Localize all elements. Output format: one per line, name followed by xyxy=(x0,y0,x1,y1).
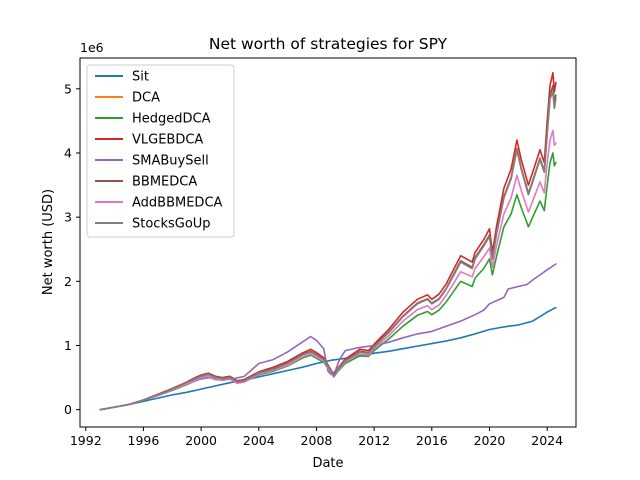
x-tick-label: 1996 xyxy=(128,433,160,448)
y-tick-label: 3 xyxy=(64,210,72,225)
y-tick-label: 5 xyxy=(64,81,72,96)
x-tick-label: 2008 xyxy=(301,433,333,448)
x-tick-label: 2020 xyxy=(474,433,506,448)
series-line-smabuysell xyxy=(99,263,557,411)
x-tick-label: 2004 xyxy=(243,433,275,448)
legend-label: VLGEBDCA xyxy=(132,133,203,148)
x-tick-label: 2012 xyxy=(358,433,390,448)
legend-label: BBMEDCA xyxy=(132,175,197,190)
legend-label: DCA xyxy=(132,91,160,106)
legend-label: SMABuySell xyxy=(132,154,209,169)
x-tick-label: 2000 xyxy=(185,433,217,448)
legend-label: HedgedDCA xyxy=(132,112,211,127)
x-tick-label: 2016 xyxy=(416,433,448,448)
chart-title: Net worth of strategies for SPY xyxy=(209,35,448,53)
y-axis: 0 1 2 3 4 5 xyxy=(64,81,80,417)
series-line-addbbmedca xyxy=(99,129,557,411)
y-axis-label: Net worth (USD) xyxy=(41,189,56,295)
legend-box xyxy=(86,64,235,238)
legend-label: AddBBMEDCA xyxy=(132,196,223,211)
x-tick-label: 2024 xyxy=(531,433,563,448)
y-tick-label: 2 xyxy=(64,274,72,289)
y-axis-multiplier: 1e6 xyxy=(80,40,104,55)
y-tick-label: 0 xyxy=(64,402,72,417)
plot-frame xyxy=(79,57,577,428)
y-tick-label: 4 xyxy=(64,145,72,160)
legend: Sit DCA HedgedDCA VLGEBDCA SMABuySell BBMEDCA… xyxy=(86,64,235,238)
x-axis: 1992 1996 2000 2004 2008 2012 2016 2020 2024 xyxy=(70,427,563,448)
x-tick-label: 1992 xyxy=(70,433,102,448)
legend-label: StocksGoUp xyxy=(132,217,211,232)
y-tick-label: 1 xyxy=(64,338,72,353)
legend-label: Sit xyxy=(132,70,149,85)
series-lines xyxy=(99,72,557,411)
series-line-stocksgoup xyxy=(99,91,557,411)
series-line-sit xyxy=(99,306,557,411)
x-axis-label: Date xyxy=(312,456,343,471)
